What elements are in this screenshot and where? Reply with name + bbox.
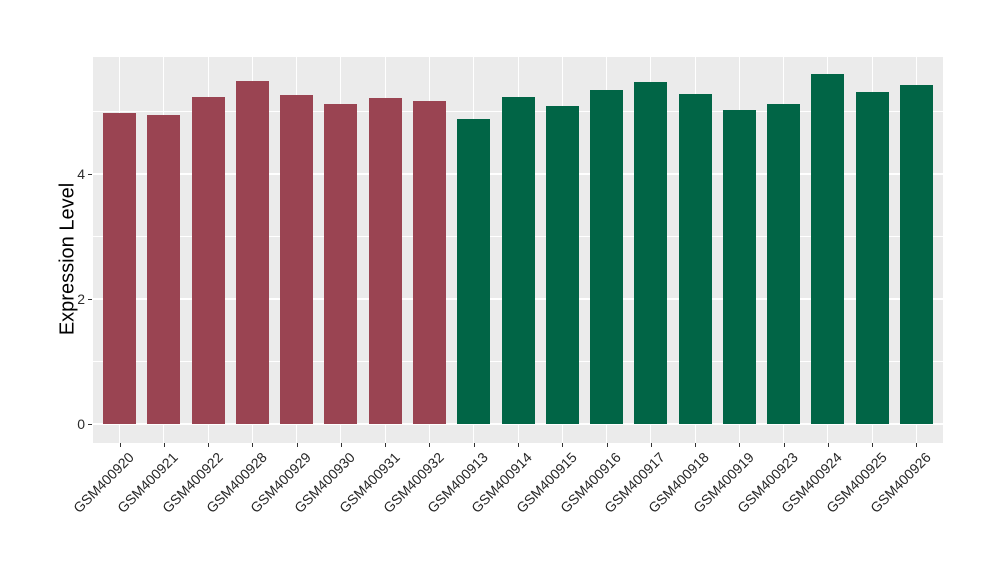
plot-panel <box>93 57 943 443</box>
bar-GSM400920 <box>103 113 137 424</box>
y-tick-mark <box>88 298 92 300</box>
x-tick-mark <box>473 443 475 447</box>
bar-GSM400924 <box>811 73 845 424</box>
bar-GSM400913 <box>457 118 491 424</box>
bar-GSM400923 <box>767 104 801 424</box>
x-tick-mark <box>518 443 519 447</box>
bar-GSM400917 <box>634 81 668 424</box>
bar-GSM400915 <box>545 106 579 424</box>
x-tick-mark <box>695 443 697 447</box>
bar-GSM400931 <box>368 98 402 424</box>
x-tick-mark <box>606 443 608 447</box>
y-tick-mark <box>88 423 92 425</box>
x-tick-mark <box>340 443 342 447</box>
x-tick-mark <box>296 443 298 447</box>
x-tick-mark <box>916 443 918 447</box>
x-tick-mark <box>429 443 431 447</box>
y-tick-label: 0 <box>77 415 85 432</box>
bar-GSM400922 <box>191 96 225 424</box>
x-tick-mark <box>739 443 741 447</box>
y-tick-label: 4 <box>77 165 85 182</box>
x-tick-mark <box>385 443 387 447</box>
bar-GSM400929 <box>280 95 314 424</box>
x-tick-mark <box>208 443 210 447</box>
y-axis-title: Expression Level <box>56 182 79 336</box>
bar-GSM400919 <box>722 110 756 424</box>
x-tick-mark <box>252 443 254 447</box>
bar-GSM400930 <box>324 104 358 424</box>
bar-GSM400928 <box>235 80 269 424</box>
x-tick-mark <box>827 443 829 447</box>
y-tick-mark <box>88 173 92 175</box>
bar-GSM400925 <box>855 91 889 424</box>
bar-GSM400918 <box>678 94 712 424</box>
major-gridline <box>93 422 943 425</box>
x-tick-mark <box>783 443 785 447</box>
bar-GSM400932 <box>412 100 446 424</box>
x-tick-mark <box>650 443 652 447</box>
y-tick-label: 2 <box>77 290 85 307</box>
bar-GSM400921 <box>147 115 181 424</box>
bar-GSM400914 <box>501 96 535 424</box>
x-tick-mark <box>872 443 874 447</box>
x-tick-mark <box>119 443 121 447</box>
bar-GSM400916 <box>590 90 624 424</box>
x-tick-mark <box>163 443 165 447</box>
bar-GSM400926 <box>899 85 933 424</box>
x-tick-mark <box>562 443 564 447</box>
